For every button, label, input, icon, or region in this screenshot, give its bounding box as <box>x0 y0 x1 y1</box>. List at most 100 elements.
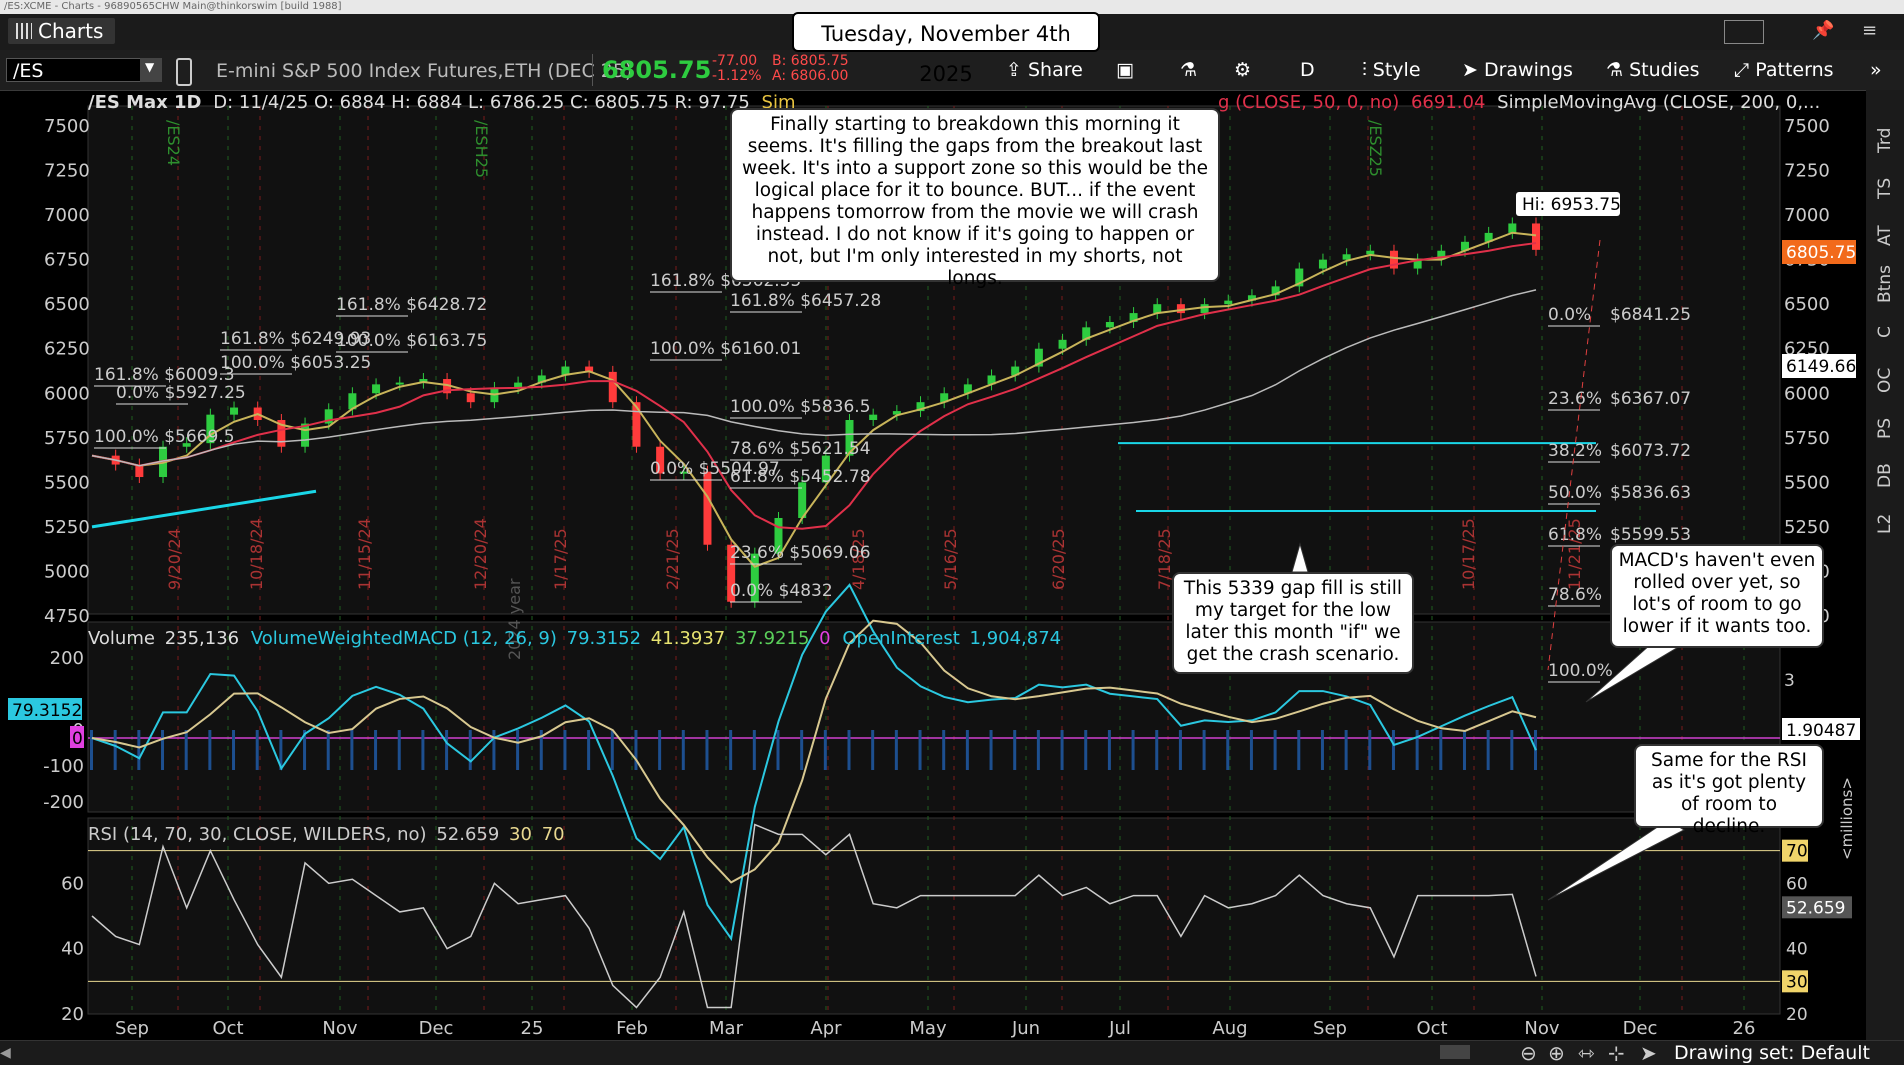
volume-bar <box>1178 730 1182 770</box>
hi-tag-label: Hi: 6953.75 <box>1522 195 1621 215</box>
symbol-input[interactable]: /ES <box>6 58 162 82</box>
timeframe-button[interactable]: D <box>1300 59 1315 81</box>
volume-bar <box>279 730 283 770</box>
candle-body <box>206 414 215 444</box>
style-button[interactable]: ⫶ Style <box>1362 56 1421 84</box>
fib-right-value: $5836.63 <box>1610 483 1691 503</box>
more-icon[interactable]: » <box>1870 59 1882 81</box>
volume-bar <box>1060 730 1064 770</box>
right-side-tabs: Trd TS AT Btns C OC PS DB L2 <box>1866 90 1904 1040</box>
fib-left-label: 100.0% $5836.5 <box>730 397 871 417</box>
price-panel-header: /ES Max 1D D: 11/4/25 O: 6884 H: 6884 L:… <box>88 92 795 113</box>
scroll-left-icon[interactable]: ◀ <box>0 1045 11 1061</box>
fib-right-pct: 23.6% <box>1548 389 1602 409</box>
volume-bar <box>1439 730 1443 770</box>
candle-body <box>537 375 546 383</box>
right-tab[interactable] <box>1866 544 1904 600</box>
fib-right-value: $6367.07 <box>1610 389 1691 409</box>
alert-icon[interactable]: ▣ <box>1116 59 1134 81</box>
oi-label: OpenInterest <box>842 628 960 649</box>
studies-button[interactable]: ⚗ Studies <box>1606 56 1700 84</box>
volume-bar <box>587 730 591 770</box>
volume-bar <box>965 730 969 770</box>
candle-body <box>963 384 972 394</box>
zoom-out-icon[interactable]: ⊖ <box>1520 1041 1537 1065</box>
sma200-line <box>91 289 1537 467</box>
volume-bar <box>658 730 662 770</box>
volume-bar <box>894 730 898 770</box>
date-label: 4/18/25 <box>849 528 868 590</box>
style-label: Style <box>1372 59 1421 81</box>
ohlc-readout: D: 11/4/25 O: 6884 H: 6884 L: 6786.25 C:… <box>213 92 750 113</box>
crosshair-icon[interactable]: ⊹ <box>1608 1041 1625 1065</box>
tab-charts[interactable]: Charts <box>8 18 116 44</box>
oi-value: 1,904,874 <box>969 628 1062 649</box>
volume-bar <box>800 730 804 770</box>
candle-body <box>679 471 688 474</box>
gear-icon[interactable]: ⚙ <box>1234 59 1252 81</box>
flask-icon[interactable]: ⚗ <box>1180 59 1198 81</box>
price-axis-left-label: 7500 <box>44 116 90 137</box>
month-axis-label: Dec <box>1623 1018 1658 1039</box>
month-axis-label: Dec <box>419 1018 454 1039</box>
volume-bar <box>161 730 165 770</box>
link-icon[interactable] <box>176 58 192 86</box>
last-price-tag-box <box>1782 240 1856 264</box>
month-axis-label: Oct <box>1416 1018 1447 1039</box>
symbol-dropdown-icon[interactable] <box>140 58 162 82</box>
rsi-axis-right-label: 70 <box>1786 842 1808 862</box>
candle-body <box>514 382 523 388</box>
macd-zero-value: 0 <box>819 628 831 649</box>
fib-left-label: 161.8% $6428.72 <box>336 295 487 315</box>
fit-icon[interactable]: ⇿ <box>1578 1041 1595 1065</box>
callout-main: Finally starting to breakdown this morni… <box>730 108 1220 289</box>
macd-axis-label: -100 <box>43 756 84 777</box>
chart-area[interactable]: 7500750072507250700070006750675065006500… <box>0 90 1904 1039</box>
window-box-icon[interactable] <box>1724 20 1764 44</box>
date-label: 11/15/24 <box>355 518 374 590</box>
fib-right-value: $5599.53 <box>1610 525 1691 545</box>
candle-body <box>821 455 830 483</box>
patterns-button[interactable]: ⤢ Patterns <box>1734 56 1834 84</box>
price-axis-right-label: 7250 <box>1784 161 1830 182</box>
candle-body <box>1318 259 1327 269</box>
price-axis-left-label: 6250 <box>44 339 90 360</box>
share-label: Share <box>1027 59 1083 81</box>
macd-zero-tag-box <box>70 726 84 748</box>
cursor-mode-icon[interactable]: ➤ <box>1640 1041 1657 1065</box>
zoom-in-icon[interactable]: ⊕ <box>1548 1041 1565 1065</box>
sma20-line <box>91 231 1537 568</box>
sma50-line <box>91 242 1537 530</box>
volume-bar <box>1320 730 1324 770</box>
pin-icon[interactable]: 📌 <box>1812 20 1835 41</box>
macd-value-tag: 79.3152 <box>12 701 82 721</box>
candle-body <box>608 371 617 403</box>
fib-left-label: 100.0% $5669.5 <box>94 427 235 447</box>
contract-label: /ESH25 <box>472 120 491 178</box>
patterns-icon: ⤢ <box>1734 59 1756 81</box>
fib-left-label: 161.8% $6009.3 <box>94 365 235 385</box>
share-button[interactable]: ⇪ Share <box>1006 56 1083 84</box>
scroll-thumb[interactable] <box>1440 1045 1470 1059</box>
candle-body <box>1153 304 1162 314</box>
fib-right-pct: 61.8% <box>1548 525 1602 545</box>
candle-body <box>135 464 144 478</box>
candle-body <box>561 366 570 376</box>
drawings-button[interactable]: ➤ Drawings <box>1462 56 1573 84</box>
menu-icon[interactable]: ≡ <box>1862 20 1878 41</box>
price-axis-right-label: 6500 <box>1784 294 1830 315</box>
volume-value: 235,136 <box>164 628 240 649</box>
fib-right-value: $6841.25 <box>1610 305 1691 325</box>
month-axis-label: Nov <box>322 1018 357 1039</box>
rsi-axis-right-label: 20 <box>1786 1005 1808 1025</box>
volume-bar <box>1084 730 1088 770</box>
volume-bar <box>1107 730 1111 770</box>
candle-body <box>632 402 641 447</box>
price-axis-left-label: 5750 <box>44 428 90 449</box>
last-price-tag: 6805.75 <box>1786 243 1856 263</box>
drawing-set[interactable]: Drawing set: Default <box>1674 1042 1870 1064</box>
fib-right-pct: 0.0% <box>1548 305 1591 325</box>
volume-bar <box>563 730 567 770</box>
drawings-label: Drawings <box>1483 59 1573 81</box>
rsi-axis-left-label: 40 <box>61 939 84 960</box>
